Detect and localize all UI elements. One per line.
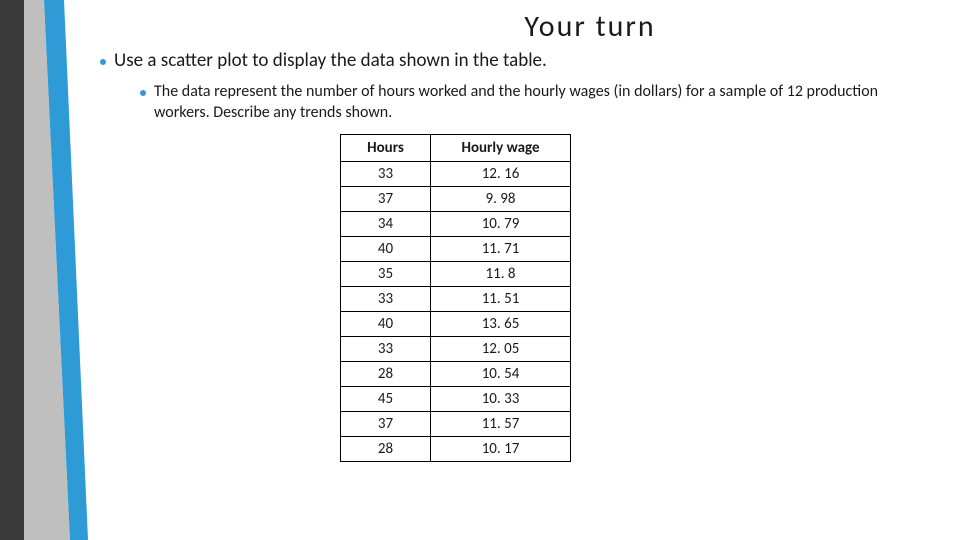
bullet-icon [140,90,146,96]
col-header-hours: Hours [341,134,431,161]
cell-hours: 35 [341,261,431,286]
slide-title: Your turn [240,8,940,45]
cell-wage: 10. 79 [431,211,571,236]
cell-hours: 33 [341,336,431,361]
cell-wage: 13. 65 [431,311,571,336]
bullet-text-2: The data represent the number of hours w… [154,82,914,124]
cell-wage: 10. 33 [431,386,571,411]
cell-wage: 9. 98 [431,186,571,211]
table-row: 2810. 54 [341,361,571,386]
bullet-level-2: The data represent the number of hours w… [140,82,940,124]
table-row: 4011. 71 [341,236,571,261]
cell-hours: 28 [341,436,431,461]
cell-wage: 12. 16 [431,161,571,186]
table-row: 3711. 57 [341,411,571,436]
cell-hours: 37 [341,411,431,436]
accent-stripe [0,0,88,540]
table-row: 3311. 51 [341,286,571,311]
cell-hours: 45 [341,386,431,411]
table-row: 379. 98 [341,186,571,211]
bullet-level-1: Use a scatter plot to display the data s… [100,49,940,72]
cell-hours: 33 [341,286,431,311]
cell-hours: 33 [341,161,431,186]
table-row: 3312. 05 [341,336,571,361]
cell-wage: 10. 54 [431,361,571,386]
data-table-container: Hours Hourly wage 3312. 16379. 983410. 7… [340,134,940,462]
col-header-wage: Hourly wage [431,134,571,161]
cell-hours: 40 [341,236,431,261]
cell-wage: 11. 57 [431,411,571,436]
table-row: 4013. 65 [341,311,571,336]
cell-wage: 12. 05 [431,336,571,361]
table-row: 3410. 79 [341,211,571,236]
cell-hours: 34 [341,211,431,236]
cell-wage: 11. 71 [431,236,571,261]
table-row: 3511. 8 [341,261,571,286]
cell-wage: 10. 17 [431,436,571,461]
table-row: 4510. 33 [341,386,571,411]
cell-hours: 28 [341,361,431,386]
cell-hours: 37 [341,186,431,211]
bullet-text-1: Use a scatter plot to display the data s… [114,49,547,72]
cell-wage: 11. 8 [431,261,571,286]
cell-hours: 40 [341,311,431,336]
table-header-row: Hours Hourly wage [341,134,571,161]
data-table: Hours Hourly wage 3312. 16379. 983410. 7… [340,134,571,462]
cell-wage: 11. 51 [431,286,571,311]
table-row: 3312. 16 [341,161,571,186]
table-row: 2810. 17 [341,436,571,461]
bullet-icon [100,59,106,65]
